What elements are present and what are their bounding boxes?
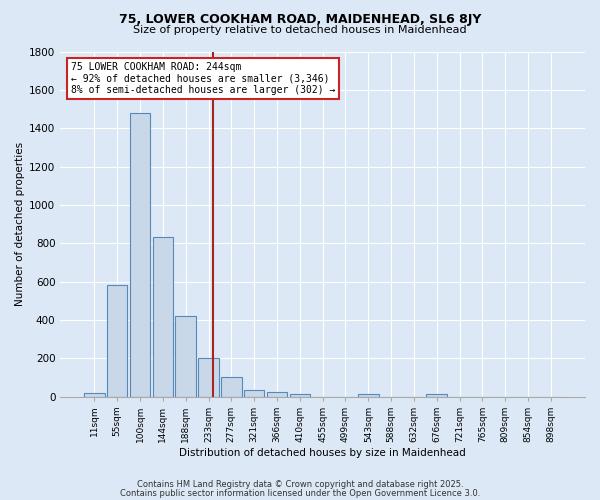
Text: Contains HM Land Registry data © Crown copyright and database right 2025.: Contains HM Land Registry data © Crown c… (137, 480, 463, 489)
Bar (198, 358, 219, 397)
Text: 75, LOWER COOKHAM ROAD, MAIDENHEAD, SL6 8JY: 75, LOWER COOKHAM ROAD, MAIDENHEAD, SL6 … (119, 12, 481, 26)
Y-axis label: Number of detached properties: Number of detached properties (15, 142, 25, 306)
Bar (107, 286, 127, 397)
Text: Size of property relative to detached houses in Maidenhead: Size of property relative to detached ho… (133, 25, 467, 35)
Bar (267, 392, 287, 396)
Bar (427, 394, 447, 396)
Bar (290, 394, 310, 396)
Bar (358, 394, 379, 396)
Text: 75 LOWER COOKHAM ROAD: 244sqm
← 92% of detached houses are smaller (3,346)
8% of: 75 LOWER COOKHAM ROAD: 244sqm ← 92% of d… (71, 62, 335, 95)
X-axis label: Distribution of detached houses by size in Maidenhead: Distribution of detached houses by size … (179, 448, 466, 458)
Bar (152, 238, 173, 396)
Bar (84, 392, 104, 396)
Text: Contains public sector information licensed under the Open Government Licence 3.: Contains public sector information licen… (120, 489, 480, 498)
Bar (130, 113, 151, 397)
Bar (244, 390, 265, 396)
Bar (175, 316, 196, 396)
Bar (221, 378, 242, 396)
